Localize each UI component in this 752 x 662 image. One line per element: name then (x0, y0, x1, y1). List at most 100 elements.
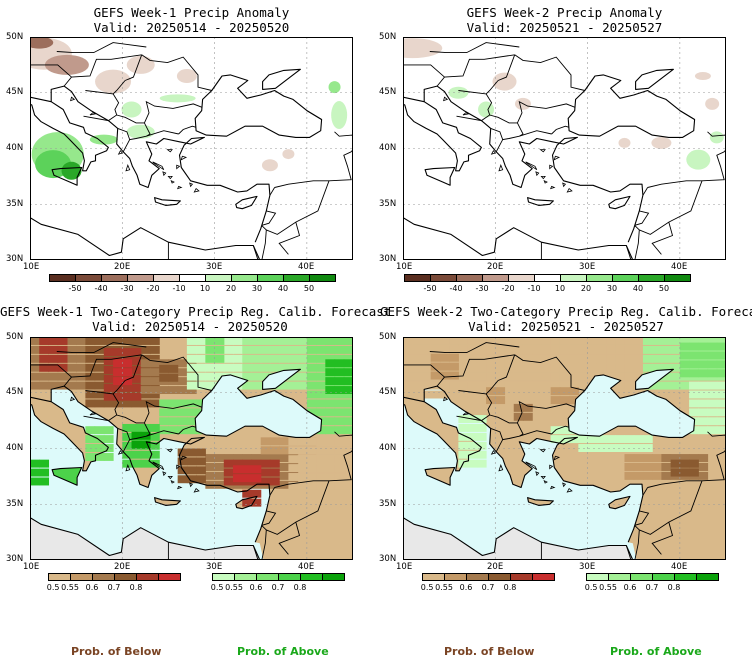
prob-cell-below (587, 363, 598, 372)
prob-cell-above (642, 345, 653, 354)
prob-cell-below (522, 337, 533, 345)
prob-cell-below (652, 462, 662, 471)
panel-4-map (403, 337, 726, 560)
prob-cell-above (205, 381, 216, 390)
border (642, 187, 648, 196)
prob-cell-above (140, 423, 151, 432)
prob-cell-below (430, 353, 441, 362)
prob-cell-below (430, 337, 441, 345)
panel-2-anomaly-colorbar: -50 -40 -30 -20 -10 10 20 30 40 50 (404, 274, 710, 298)
prob-cell-below (196, 466, 206, 475)
prob-cell-below (458, 363, 469, 372)
prob-cell-below (412, 381, 423, 390)
prob-cell-below (522, 381, 533, 390)
prob-cell-below (334, 464, 345, 473)
colorbar-swatch (482, 274, 509, 282)
colorbar-tick-label: 0.8 (667, 583, 681, 592)
prob-cell-below (140, 390, 151, 399)
prob-cell-below (679, 390, 690, 399)
island (166, 449, 173, 453)
prob-cell-above (149, 450, 160, 459)
prob-cell-above (476, 415, 487, 424)
island (170, 180, 175, 184)
panel-3-title: GEFS Week-1 Two-Category Precip Reg. Cal… (0, 304, 391, 334)
colorbar-tick-label: -50 (68, 284, 82, 293)
prob-cell-below (596, 345, 607, 354)
prob-cell-above (149, 432, 160, 441)
prob-cell-below (159, 359, 169, 368)
prob-cell-below (421, 372, 432, 381)
border (83, 93, 120, 122)
prob-cell-below (642, 454, 653, 463)
border (261, 510, 277, 526)
prob-cell-below (689, 468, 699, 477)
prob-cell-below (541, 372, 552, 381)
islands (70, 96, 200, 193)
prob-cell-below (522, 345, 533, 354)
prob-cell-above (316, 345, 326, 354)
prob-cell-below (177, 368, 188, 377)
island (177, 185, 183, 190)
prob-cell-above (288, 354, 299, 363)
prob-cell-below (57, 354, 68, 363)
anomaly-blob (159, 94, 196, 103)
prob-cell-below (532, 354, 542, 363)
prob-cell-above (633, 444, 644, 452)
prob-cell-above (39, 468, 50, 477)
prob-cell-above (642, 435, 653, 444)
colorbar-tick-label: 0.8 (129, 583, 143, 592)
prob-cell-below (633, 345, 644, 354)
prob-cell-below (439, 362, 450, 371)
border (141, 54, 212, 91)
prob-cell-below (306, 446, 317, 455)
prob-cell-above (476, 459, 487, 468)
colorbar-tick-label: 10 (199, 284, 211, 293)
prob-cell-below (149, 372, 160, 381)
prob-cell-below (85, 345, 96, 354)
prob-cell-below (251, 489, 262, 498)
prob-cell-above (689, 369, 699, 378)
colorbar-tick-label: 0.55 (225, 583, 243, 592)
prob-cell-below (439, 381, 450, 390)
prob-cell-below (186, 377, 197, 386)
islands (443, 396, 573, 493)
prob-cell-below (122, 399, 133, 408)
prob-cell-below (615, 363, 626, 372)
border (30, 64, 72, 78)
prob-cell-below (569, 337, 579, 345)
prob-cell-above (279, 354, 289, 363)
panel-2-title-line1: GEFS Week-2 Precip Anomaly (466, 5, 663, 20)
prob-cell-above (297, 337, 308, 345)
border (490, 427, 552, 441)
border (495, 139, 504, 153)
island (462, 412, 470, 416)
prob-cell-above (716, 369, 726, 378)
prob-cell-above (652, 381, 662, 390)
prob-cell-below (297, 446, 308, 455)
prob-cell-below (403, 372, 413, 381)
prob-cell-below (624, 372, 635, 381)
island (189, 182, 194, 188)
prob-cell-above (316, 399, 326, 408)
prob-cell-below (113, 359, 123, 368)
panel-4-xlabel-20e: 20E (487, 562, 504, 572)
prob-cell-above (334, 399, 345, 408)
prob-cell-above (325, 408, 336, 417)
prob-cell-below (131, 399, 142, 408)
prob-cell-above (39, 477, 50, 486)
colorbar-swatch (205, 274, 232, 282)
border (429, 42, 520, 54)
prob-cell-above (131, 440, 142, 449)
prob-cell-below (343, 437, 353, 446)
prob-cell-below (504, 354, 515, 363)
prob-cell-below (177, 457, 188, 466)
prob-cell-below (467, 372, 478, 381)
panel-1-title-line1: GEFS Week-1 Precip Anomaly (93, 5, 290, 20)
prob-cell-below (661, 471, 672, 480)
prob-cell-below (606, 337, 616, 345)
prob-cell-below (513, 345, 524, 354)
prob-cell-above (297, 363, 308, 372)
coastline (235, 495, 258, 510)
prob-cell-below (316, 481, 326, 490)
country-borders (403, 342, 726, 560)
